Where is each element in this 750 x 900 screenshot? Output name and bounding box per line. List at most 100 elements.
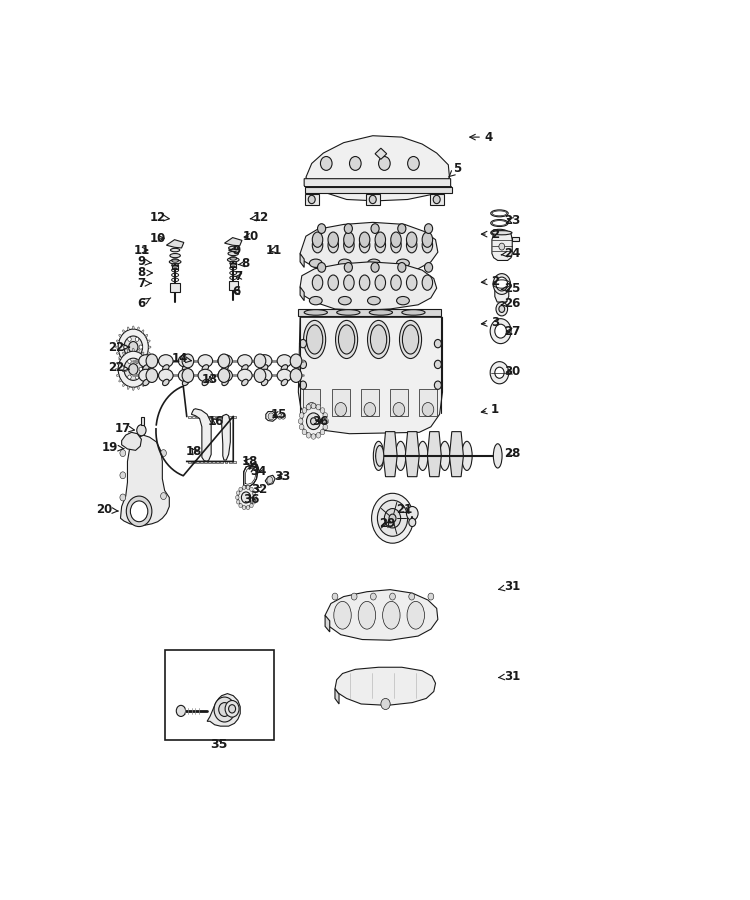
Bar xyxy=(165,650,274,740)
Circle shape xyxy=(124,345,128,349)
Circle shape xyxy=(311,434,316,439)
Ellipse shape xyxy=(217,369,232,382)
Ellipse shape xyxy=(139,369,153,382)
Circle shape xyxy=(129,364,138,374)
Ellipse shape xyxy=(344,232,354,248)
Ellipse shape xyxy=(147,362,150,364)
Ellipse shape xyxy=(178,369,193,382)
Text: 20: 20 xyxy=(96,503,118,517)
Bar xyxy=(332,389,350,417)
Text: 4: 4 xyxy=(470,130,494,144)
Circle shape xyxy=(344,224,352,233)
Ellipse shape xyxy=(133,348,134,352)
Circle shape xyxy=(136,425,146,436)
Ellipse shape xyxy=(182,379,189,385)
Bar xyxy=(200,461,203,463)
Circle shape xyxy=(124,367,128,372)
Ellipse shape xyxy=(158,355,173,367)
Polygon shape xyxy=(300,222,438,275)
Bar xyxy=(196,416,199,418)
Polygon shape xyxy=(300,287,304,301)
Bar xyxy=(230,263,236,266)
Ellipse shape xyxy=(338,296,351,305)
Circle shape xyxy=(128,353,131,357)
Text: 31: 31 xyxy=(499,580,520,593)
Ellipse shape xyxy=(328,238,338,253)
Circle shape xyxy=(118,351,148,387)
Ellipse shape xyxy=(229,247,238,249)
Circle shape xyxy=(369,195,376,203)
Text: 1: 1 xyxy=(482,403,499,416)
Bar xyxy=(232,461,236,463)
Circle shape xyxy=(302,408,307,413)
Circle shape xyxy=(307,413,320,429)
Circle shape xyxy=(299,360,307,369)
Text: 26: 26 xyxy=(501,297,520,310)
Bar xyxy=(192,461,195,463)
Circle shape xyxy=(146,354,158,368)
Text: 35: 35 xyxy=(211,738,228,751)
Polygon shape xyxy=(304,179,451,194)
Bar xyxy=(229,461,232,463)
Circle shape xyxy=(406,507,418,520)
Ellipse shape xyxy=(462,441,472,471)
Circle shape xyxy=(135,359,139,364)
Ellipse shape xyxy=(142,330,144,333)
Ellipse shape xyxy=(490,210,508,217)
Circle shape xyxy=(160,450,166,456)
Ellipse shape xyxy=(146,379,148,382)
Ellipse shape xyxy=(338,259,351,267)
Circle shape xyxy=(246,485,250,490)
Text: 32: 32 xyxy=(251,482,268,496)
Text: 30: 30 xyxy=(504,364,520,378)
Ellipse shape xyxy=(142,379,149,385)
Circle shape xyxy=(135,353,139,357)
Ellipse shape xyxy=(257,355,272,367)
Ellipse shape xyxy=(142,352,144,356)
Text: 9: 9 xyxy=(230,244,240,256)
Circle shape xyxy=(242,506,246,509)
Ellipse shape xyxy=(359,275,370,291)
Bar xyxy=(188,416,190,418)
Polygon shape xyxy=(427,456,441,477)
Circle shape xyxy=(118,329,148,365)
Polygon shape xyxy=(383,456,398,477)
Ellipse shape xyxy=(182,364,189,371)
Polygon shape xyxy=(449,456,464,477)
Circle shape xyxy=(306,433,311,438)
Ellipse shape xyxy=(142,383,144,386)
Ellipse shape xyxy=(137,349,140,353)
Circle shape xyxy=(499,243,505,250)
Ellipse shape xyxy=(397,259,410,267)
Bar xyxy=(419,389,436,417)
Polygon shape xyxy=(492,231,512,260)
Circle shape xyxy=(490,362,508,383)
Bar xyxy=(224,461,227,463)
Ellipse shape xyxy=(242,364,248,371)
Circle shape xyxy=(278,414,282,419)
Ellipse shape xyxy=(217,355,232,367)
Circle shape xyxy=(389,514,396,522)
Text: 14: 14 xyxy=(172,353,191,365)
Circle shape xyxy=(290,369,302,382)
Ellipse shape xyxy=(133,387,134,391)
Ellipse shape xyxy=(170,260,181,264)
Ellipse shape xyxy=(397,296,410,305)
Ellipse shape xyxy=(128,327,129,330)
Ellipse shape xyxy=(148,368,151,370)
Text: 19: 19 xyxy=(102,441,124,454)
Bar xyxy=(192,416,195,418)
Ellipse shape xyxy=(304,320,326,358)
Text: 7: 7 xyxy=(137,277,152,290)
Ellipse shape xyxy=(228,251,238,256)
Circle shape xyxy=(496,277,508,291)
Circle shape xyxy=(124,336,142,358)
Ellipse shape xyxy=(337,310,360,315)
Circle shape xyxy=(306,402,317,417)
Ellipse shape xyxy=(490,230,508,236)
Circle shape xyxy=(308,195,315,203)
Text: 8: 8 xyxy=(238,257,249,270)
Bar xyxy=(217,461,219,463)
Text: 18: 18 xyxy=(185,445,202,457)
Circle shape xyxy=(371,224,380,233)
